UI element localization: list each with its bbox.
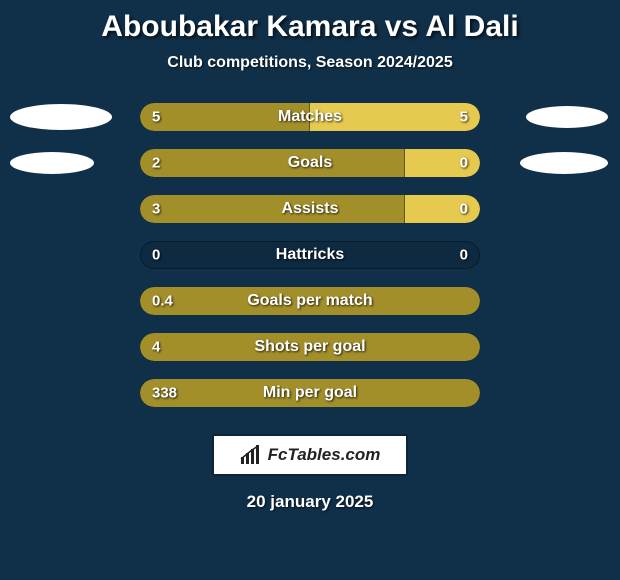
stat-label: Goals per match [247,292,372,310]
value-left: 4 [152,339,160,356]
bar-track: 3 Assists 0 [140,195,480,223]
value-right: 0 [460,247,468,264]
footer-date: 20 january 2025 [0,492,620,512]
stat-label: Min per goal [263,384,357,402]
stat-row-min-per-goal: 338 Min per goal [0,370,620,416]
stat-row-assists: 3 Assists 0 [0,186,620,232]
chart-icon [240,445,262,465]
value-left: 338 [152,385,177,402]
player-left-marker [10,104,112,130]
player-right-marker [526,106,608,128]
player-left-marker [10,152,94,174]
stat-row-goals-per-match: 0.4 Goals per match [0,278,620,324]
stat-row-hattricks: 0 Hattricks 0 [0,232,620,278]
stat-label: Shots per goal [254,338,365,356]
value-left: 0.4 [152,293,173,310]
fctables-logo: FcTables.com [212,434,408,476]
logo-text: FcTables.com [268,445,381,465]
stat-row-matches: 5 Matches 5 [0,94,620,140]
bar-track: 0 Hattricks 0 [140,241,480,269]
value-left: 2 [152,155,160,172]
stat-row-goals: 2 Goals 0 [0,140,620,186]
stat-label: Goals [288,154,332,172]
value-left: 5 [152,109,160,126]
value-right: 0 [460,201,468,218]
bar-right [405,195,480,223]
bar-track: 0.4 Goals per match [140,287,480,315]
bar-track: 5 Matches 5 [140,103,480,131]
comparison-chart: 5 Matches 5 2 Goals 0 3 Assists 0 0 [0,94,620,416]
bar-track: 4 Shots per goal [140,333,480,361]
stat-label: Hattricks [276,246,344,264]
value-right: 5 [460,109,468,126]
bar-left [140,149,405,177]
player-right-marker [520,152,608,174]
bar-right [405,149,480,177]
bar-left [140,195,405,223]
value-left: 0 [152,247,160,264]
page-title: Aboubakar Kamara vs Al Dali [0,0,620,44]
value-right: 0 [460,155,468,172]
stat-label: Matches [278,108,342,126]
subtitle: Club competitions, Season 2024/2025 [0,54,620,72]
stat-label: Assists [282,200,339,218]
stat-row-shots-per-goal: 4 Shots per goal [0,324,620,370]
bar-track: 2 Goals 0 [140,149,480,177]
value-left: 3 [152,201,160,218]
bar-track: 338 Min per goal [140,379,480,407]
